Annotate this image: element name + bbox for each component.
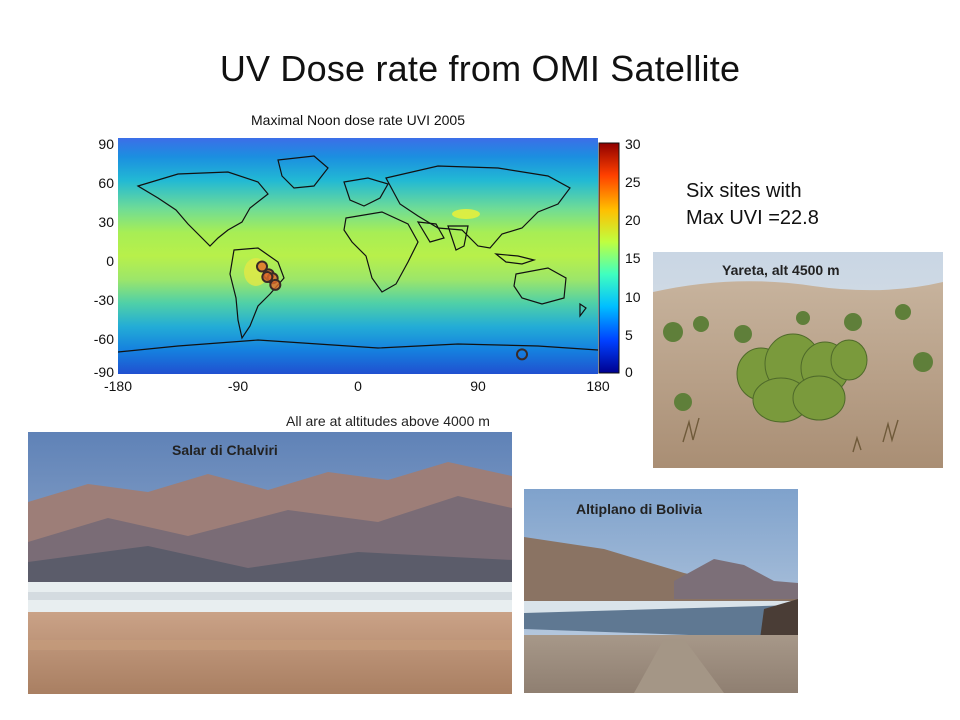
colorbar-tick: 20 — [625, 212, 641, 228]
side-note-line1: Six sites with — [686, 180, 802, 202]
yareta-label: Yareta, alt 4500 m — [722, 262, 840, 278]
side-note-line2: Max UVI =22.8 — [686, 207, 819, 229]
x-tick: -90 — [227, 378, 249, 394]
colorbar-tick: 0 — [625, 364, 633, 380]
altiplano-label: Altiplano di Bolivia — [576, 501, 703, 517]
colorbar-tick: 10 — [625, 289, 641, 305]
y-tick: 60 — [98, 175, 114, 191]
y-tick: 30 — [98, 214, 114, 230]
site-marker — [261, 270, 274, 283]
site-markers — [256, 260, 528, 361]
site-marker — [256, 260, 268, 273]
salar-photo — [28, 432, 512, 694]
x-tick: 0 — [354, 378, 362, 394]
altiplano-photo — [524, 489, 798, 693]
yareta-photo — [653, 252, 943, 468]
y-tick: -30 — [93, 292, 114, 308]
colorbar-tick: 5 — [625, 327, 633, 343]
colorbar-tick: 15 — [625, 250, 641, 266]
y-tick: -90 — [93, 364, 114, 380]
colorbar — [598, 142, 620, 374]
side-note: Six sites with Max UVI =22.8 — [686, 178, 819, 232]
x-tick: 180 — [586, 378, 610, 394]
map-title: Maximal Noon dose rate UVI 2005 — [251, 112, 465, 128]
site-marker — [516, 348, 528, 361]
slide-title: UV Dose rate from OMI Satellite — [219, 48, 741, 89]
uv-map — [118, 138, 598, 374]
site-marker — [269, 278, 282, 291]
colorbar-tick: 30 — [625, 136, 641, 152]
y-tick: 0 — [106, 253, 114, 269]
colorbar-tick: 25 — [625, 174, 641, 190]
y-tick: -60 — [93, 331, 114, 347]
salar-label: Salar di Chalviri — [172, 442, 278, 458]
altitude-note: All are at altitudes above 4000 m — [286, 413, 490, 429]
x-tick: 90 — [470, 378, 486, 394]
coastlines — [118, 155, 598, 353]
x-tick: -180 — [103, 378, 133, 394]
y-tick: 90 — [98, 136, 114, 152]
